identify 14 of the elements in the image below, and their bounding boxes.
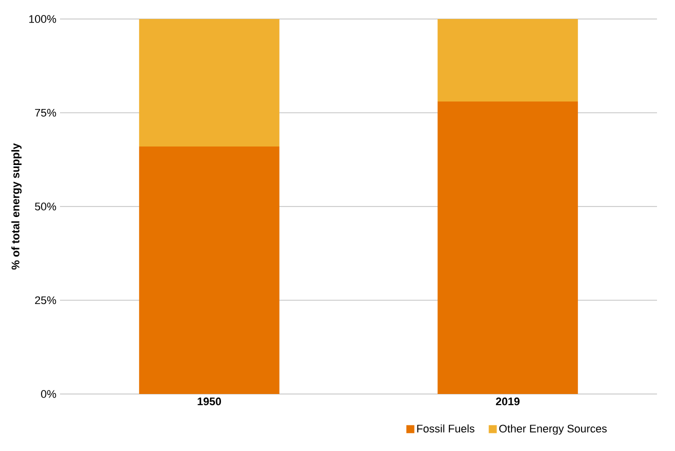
- y-tick-label: 50%: [34, 202, 56, 210]
- bar: [139, 18, 280, 146]
- y-tick-label: 100%: [29, 15, 56, 23]
- legend-label: Other Energy Sources: [499, 424, 607, 435]
- y-tick-label: 25%: [35, 296, 56, 304]
- x-tick-label: 1950: [198, 398, 221, 406]
- bar: [438, 101, 578, 394]
- legend-label: Fossil Fuels: [417, 424, 474, 432]
- y-tick-label: 75%: [35, 108, 56, 117]
- bar: [139, 146, 280, 394]
- y-axis-title: % of total energy supply: [11, 143, 22, 270]
- x-tick-label: 2019: [496, 398, 520, 406]
- bar: [438, 18, 578, 102]
- y-tick-label: 0%: [41, 390, 56, 398]
